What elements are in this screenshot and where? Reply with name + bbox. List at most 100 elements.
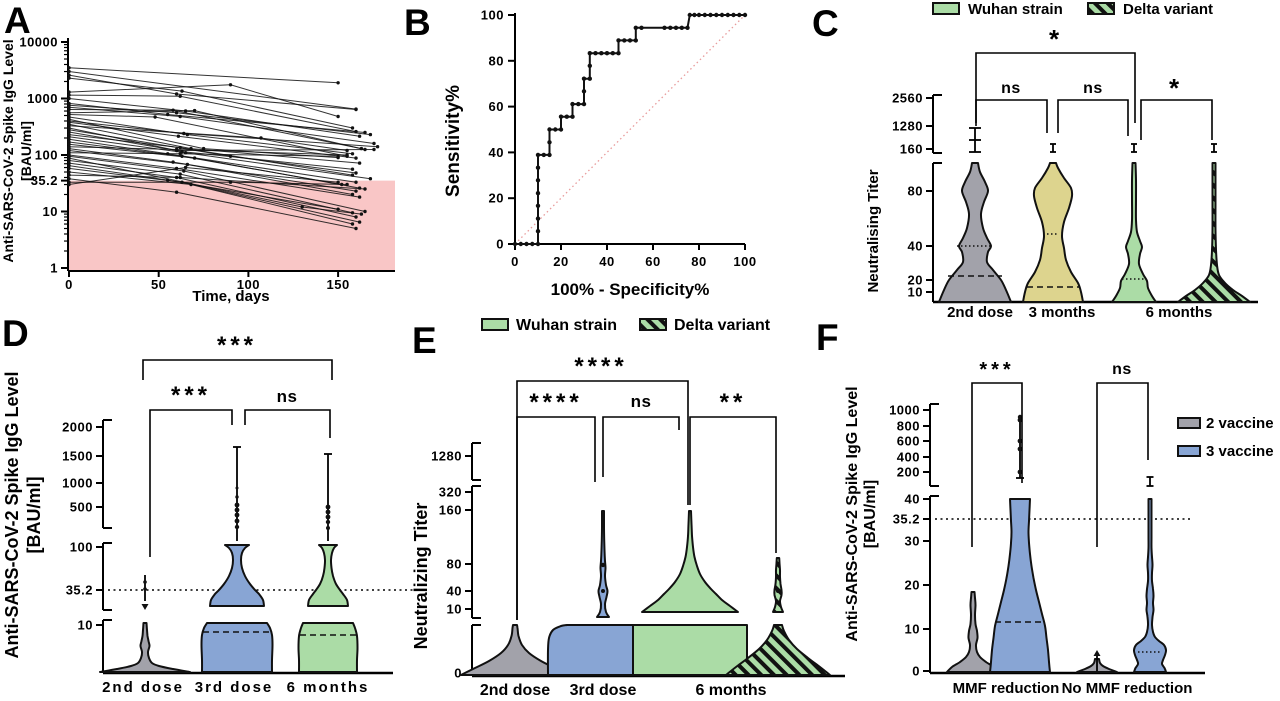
trajectory-point bbox=[67, 156, 71, 160]
significance-label: * bbox=[1169, 73, 1183, 103]
trajectory-point bbox=[354, 226, 358, 231]
significance-bracket bbox=[975, 99, 1048, 133]
roc-point bbox=[714, 12, 719, 18]
y-tick-label: 35.2 bbox=[66, 583, 93, 598]
roc-point bbox=[564, 114, 569, 119]
trajectory-point bbox=[372, 147, 376, 152]
trajectory-point bbox=[228, 180, 233, 184]
violin-3-months bbox=[1022, 162, 1084, 303]
trajectory-point bbox=[153, 115, 157, 119]
data-dot bbox=[600, 562, 606, 568]
trajectory-point bbox=[300, 205, 304, 209]
roc-point bbox=[633, 38, 638, 43]
legend-swatch-wuhan bbox=[481, 318, 509, 331]
y-tick-label: 500 bbox=[70, 500, 93, 515]
outlier-dot bbox=[325, 519, 331, 525]
panel-f-category-mmf-reduction: MMF reduction bbox=[953, 680, 1060, 697]
significance-label: ** bbox=[720, 389, 747, 416]
x-tick-label: 60 bbox=[645, 254, 660, 269]
trajectory-point bbox=[67, 73, 71, 77]
y-tick-label: 40 bbox=[447, 584, 462, 599]
panel-a-y-axis-units: [BAU/ml] bbox=[18, 121, 34, 181]
trajectory-point bbox=[174, 92, 179, 96]
roc-point bbox=[668, 25, 673, 30]
panel-a-label: A bbox=[4, 0, 31, 41]
trajectory-point bbox=[67, 130, 71, 134]
trajectory-point bbox=[67, 112, 71, 117]
trajectory-point bbox=[174, 190, 179, 194]
trajectory-point bbox=[354, 189, 358, 193]
patient-trajectory bbox=[68, 74, 357, 110]
roc-point bbox=[610, 51, 615, 56]
x-tick-label: 50 bbox=[151, 277, 166, 292]
trajectory-point bbox=[67, 76, 71, 80]
trajectory-point bbox=[354, 107, 358, 112]
y-tick-label: 0 bbox=[912, 664, 920, 679]
legend-swatch-3-vaccine bbox=[1177, 445, 1201, 457]
roc-point bbox=[587, 63, 592, 68]
y-tick-label: 100 bbox=[35, 148, 58, 163]
violin-nommf-3vaccine bbox=[1132, 498, 1168, 673]
y-tick-label: 160 bbox=[439, 503, 462, 518]
y-tick-label: 10 bbox=[78, 618, 93, 633]
outlier-dot bbox=[234, 507, 240, 513]
trajectory-point bbox=[350, 211, 355, 215]
roc-point bbox=[599, 51, 604, 56]
trajectory-point bbox=[67, 161, 71, 165]
violin-2nd-dose bbox=[938, 162, 1012, 303]
violin-6-months-delta-upper bbox=[772, 557, 784, 613]
roc-point bbox=[587, 76, 592, 81]
trajectory-point bbox=[67, 182, 71, 187]
panel-f-category-no-mmf-reduction: No MMF reduction bbox=[1062, 680, 1193, 697]
trajectory-point bbox=[363, 187, 367, 191]
y-tick-label: 2000 bbox=[62, 420, 93, 435]
outlier-dot bbox=[325, 504, 331, 510]
legend-label-wuhan: Wuhan strain bbox=[968, 1, 1063, 18]
trajectory-point bbox=[67, 173, 71, 177]
legend-label-delta: Delta variant bbox=[674, 317, 771, 334]
trajectory-point bbox=[354, 215, 358, 219]
roc-point bbox=[535, 178, 541, 183]
panel-d: 2000 1500 1000 500 100 35.2 10 ****** ns D Anti-… bbox=[2, 313, 415, 696]
y-tick-label: 60 bbox=[489, 99, 504, 114]
roc-point bbox=[622, 38, 627, 43]
roc-point bbox=[547, 140, 552, 145]
y-tick-label: 1000 bbox=[27, 91, 58, 106]
roc-point bbox=[535, 191, 541, 196]
trajectory-point bbox=[67, 177, 71, 181]
significance-bracket bbox=[689, 416, 777, 553]
trajectory-point bbox=[178, 172, 182, 176]
significance-label: *** bbox=[217, 332, 257, 359]
trajectory-point bbox=[183, 165, 188, 170]
outlier-dot bbox=[234, 518, 240, 524]
trajectory-point bbox=[174, 111, 179, 115]
x-tick-label: 80 bbox=[691, 254, 706, 269]
violin-6-months-delta-lower bbox=[725, 624, 831, 676]
trajectory-point bbox=[67, 66, 71, 70]
panel-b-x-axis-title: 100% - Specificity% bbox=[551, 280, 710, 299]
x-tick-label: 20 bbox=[553, 254, 568, 269]
trajectory-point bbox=[67, 163, 71, 168]
outlier-dot bbox=[235, 486, 239, 490]
roc-point bbox=[535, 152, 541, 158]
roc-point bbox=[570, 114, 575, 119]
trajectory-point bbox=[67, 166, 71, 171]
trajectory-point bbox=[350, 167, 355, 171]
panel-c-label: C bbox=[812, 3, 839, 44]
violin-mmf-3vaccine bbox=[989, 498, 1051, 673]
roc-point bbox=[535, 216, 541, 221]
y-tick-label: 160 bbox=[900, 142, 923, 157]
arrow-up-marker bbox=[1093, 650, 1101, 656]
x-tick-label: 0 bbox=[65, 277, 73, 292]
trajectory-point bbox=[375, 145, 380, 149]
y-tick-label: 200 bbox=[897, 465, 920, 480]
significance-bracket bbox=[1140, 99, 1213, 140]
significance-bracket bbox=[142, 359, 333, 380]
y-tick-label: 10 bbox=[447, 602, 462, 617]
roc-point bbox=[708, 12, 713, 18]
roc-point bbox=[553, 127, 558, 132]
outlier-dot bbox=[235, 495, 239, 499]
trajectory-point bbox=[178, 94, 182, 98]
